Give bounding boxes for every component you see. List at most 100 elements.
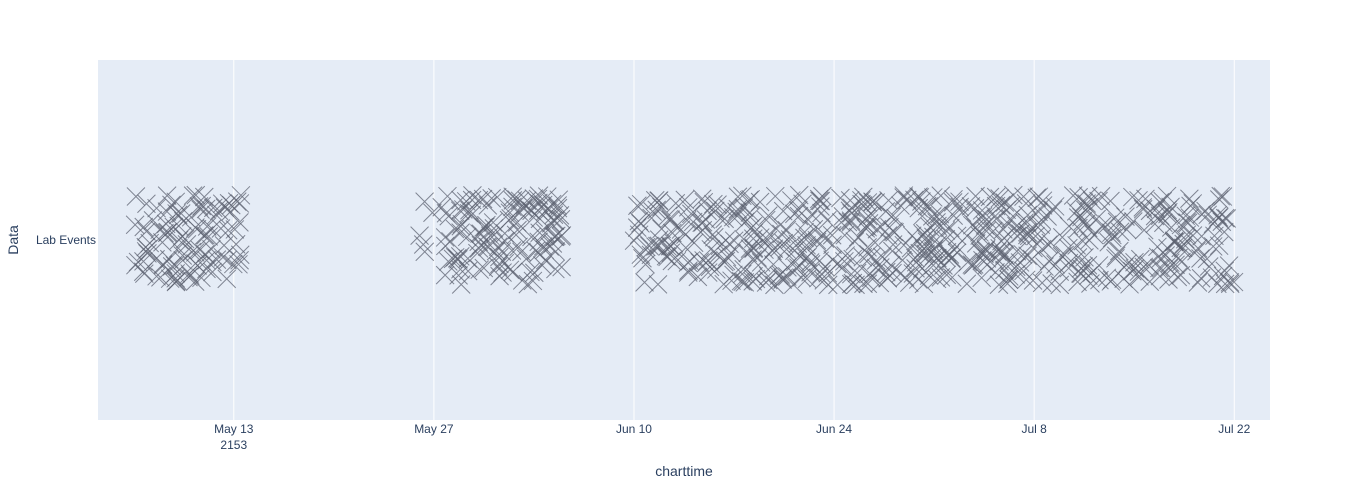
data-point-lab-event (138, 239, 158, 259)
data-point-lab-event (1035, 257, 1054, 276)
data-point-lab-event (827, 254, 847, 274)
data-point-lab-event (1168, 267, 1188, 287)
data-point-lab-event (944, 206, 964, 225)
data-point-lab-event (474, 217, 493, 237)
data-point-lab-event (1150, 266, 1170, 286)
data-point-lab-event (503, 262, 523, 282)
data-point-lab-event (186, 254, 205, 273)
data-point-lab-event (1207, 274, 1227, 294)
data-point-lab-event (648, 236, 667, 256)
data-point-lab-event (500, 260, 520, 280)
data-point-lab-event (858, 238, 877, 257)
data-point-lab-event (445, 219, 465, 239)
data-point-lab-event (882, 207, 902, 227)
data-point-lab-event (1213, 187, 1233, 206)
data-point-lab-event (1033, 196, 1053, 215)
data-point-lab-event (1151, 258, 1171, 278)
data-point-lab-event (906, 259, 925, 278)
data-point-lab-event (743, 229, 763, 248)
data-point-lab-event (958, 252, 978, 272)
data-point-lab-event (642, 208, 661, 228)
data-point-lab-event (640, 236, 659, 256)
x-tick-label: Jul 22 (1218, 422, 1250, 436)
data-point-lab-event (810, 191, 829, 211)
data-point-lab-event (986, 196, 1006, 216)
data-point-lab-event (223, 254, 243, 274)
data-point-lab-event (962, 215, 982, 235)
data-point-lab-event (798, 228, 818, 248)
data-point-lab-event (1103, 225, 1122, 245)
data-point-lab-event (470, 260, 490, 279)
data-point-lab-event (941, 249, 961, 269)
data-point-lab-event (773, 269, 793, 288)
data-point-lab-event (506, 225, 526, 245)
data-point-lab-event (627, 218, 647, 237)
data-point-lab-event (804, 219, 824, 239)
y-tick-label: Lab Events (36, 233, 96, 247)
data-point-lab-event (1074, 256, 1093, 276)
data-point-lab-event (1215, 208, 1235, 228)
data-point-lab-event (1077, 194, 1096, 213)
y-axis-title: Data (5, 225, 21, 255)
data-point-lab-event (1180, 189, 1199, 209)
data-point-lab-event (1029, 187, 1049, 207)
data-point-lab-event (540, 237, 560, 256)
data-point-lab-event (683, 212, 703, 232)
data-point-lab-event (916, 244, 936, 264)
data-point-lab-event (758, 206, 778, 225)
data-point-lab-event (1038, 235, 1058, 255)
data-point-lab-event (1073, 231, 1093, 251)
data-point-lab-event (1052, 246, 1072, 266)
data-point-lab-event (410, 226, 429, 246)
data-point-lab-event (1092, 216, 1112, 236)
data-point-lab-event (1015, 213, 1034, 232)
data-point-lab-event (1217, 209, 1237, 228)
data-point-lab-event (846, 275, 865, 295)
data-point-lab-event (882, 241, 902, 261)
data-point-lab-event (214, 235, 234, 255)
data-point-lab-event (999, 267, 1019, 286)
data-point-lab-event (1220, 274, 1240, 294)
data-point-lab-event (629, 211, 649, 231)
data-point-lab-event (1101, 191, 1120, 211)
data-point-lab-event (530, 209, 550, 229)
data-point-lab-event (512, 242, 531, 262)
data-point-lab-event (715, 209, 735, 229)
data-point-lab-event (486, 241, 506, 261)
data-point-lab-event (741, 189, 761, 209)
data-point-lab-event (1073, 211, 1093, 231)
data-point-lab-event (1084, 225, 1104, 245)
data-point-lab-event (897, 190, 917, 210)
data-point-lab-event (886, 208, 905, 228)
data-point-lab-event (143, 211, 163, 230)
data-point-lab-event (1181, 196, 1200, 216)
data-point-lab-event (1203, 237, 1223, 256)
data-point-lab-event (1042, 274, 1062, 293)
data-point-lab-event (179, 267, 198, 287)
data-point-lab-event (1130, 249, 1150, 269)
data-point-lab-event (893, 250, 912, 270)
data-point-lab-event (1157, 186, 1177, 206)
data-point-lab-event (696, 210, 716, 229)
data-point-lab-event (1116, 207, 1135, 226)
data-point-lab-event (894, 235, 914, 255)
data-point-lab-event (1016, 194, 1036, 213)
data-point-lab-event (1010, 253, 1030, 272)
data-point-lab-event (157, 186, 177, 205)
data-point-lab-event (870, 258, 890, 277)
data-point-lab-event (500, 203, 520, 223)
data-point-lab-event (218, 220, 238, 240)
data-point-lab-event (1153, 191, 1173, 211)
data-point-lab-event (185, 272, 205, 291)
data-point-lab-event (1140, 272, 1160, 291)
data-point-lab-event (435, 265, 455, 285)
data-point-lab-event (693, 220, 713, 240)
data-point-lab-event (166, 192, 186, 212)
data-points (125, 185, 1244, 295)
data-point-lab-event (1158, 204, 1177, 224)
data-point-lab-event (976, 239, 996, 259)
data-point-lab-event (187, 219, 207, 239)
data-point-lab-event (660, 209, 679, 229)
data-point-lab-event (743, 271, 763, 291)
data-point-lab-event (858, 193, 878, 212)
